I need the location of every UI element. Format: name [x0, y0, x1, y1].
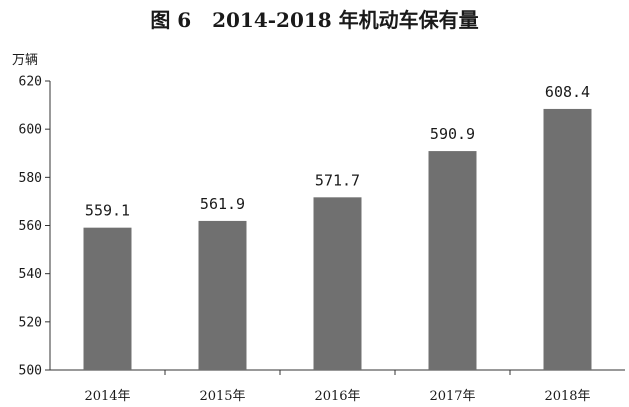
bar-value-label: 571.7	[315, 171, 360, 189]
x-tick-label: 2015年	[199, 389, 245, 404]
bar-value-label: 590.9	[430, 125, 475, 143]
x-tick-label: 2016年	[314, 389, 360, 404]
y-tick-label: 520	[19, 315, 42, 330]
bar-2014年	[83, 227, 132, 370]
x-tick-label: 2018年	[544, 389, 590, 404]
bar-2016年	[313, 197, 362, 370]
bar-value-label: 561.9	[200, 195, 245, 213]
y-tick-label: 620	[19, 75, 42, 90]
y-axis-unit-label: 万辆	[12, 53, 38, 68]
x-tick-label: 2017年	[429, 389, 475, 404]
y-tick-label: 540	[19, 267, 42, 282]
bar-2017年	[428, 151, 477, 370]
bar-value-label: 559.1	[85, 202, 130, 220]
y-tick-label: 600	[19, 123, 42, 138]
bar-2018年	[543, 108, 592, 370]
y-tick-label: 580	[19, 171, 42, 186]
y-tick-label: 500	[19, 364, 42, 379]
x-tick-label: 2014年	[84, 389, 130, 404]
chart-title: 图 6 2014-2018 年机动车保有量	[150, 8, 479, 32]
bar-2015年	[198, 220, 247, 370]
y-tick-label: 560	[19, 219, 42, 234]
bar-value-label: 608.4	[545, 83, 590, 101]
